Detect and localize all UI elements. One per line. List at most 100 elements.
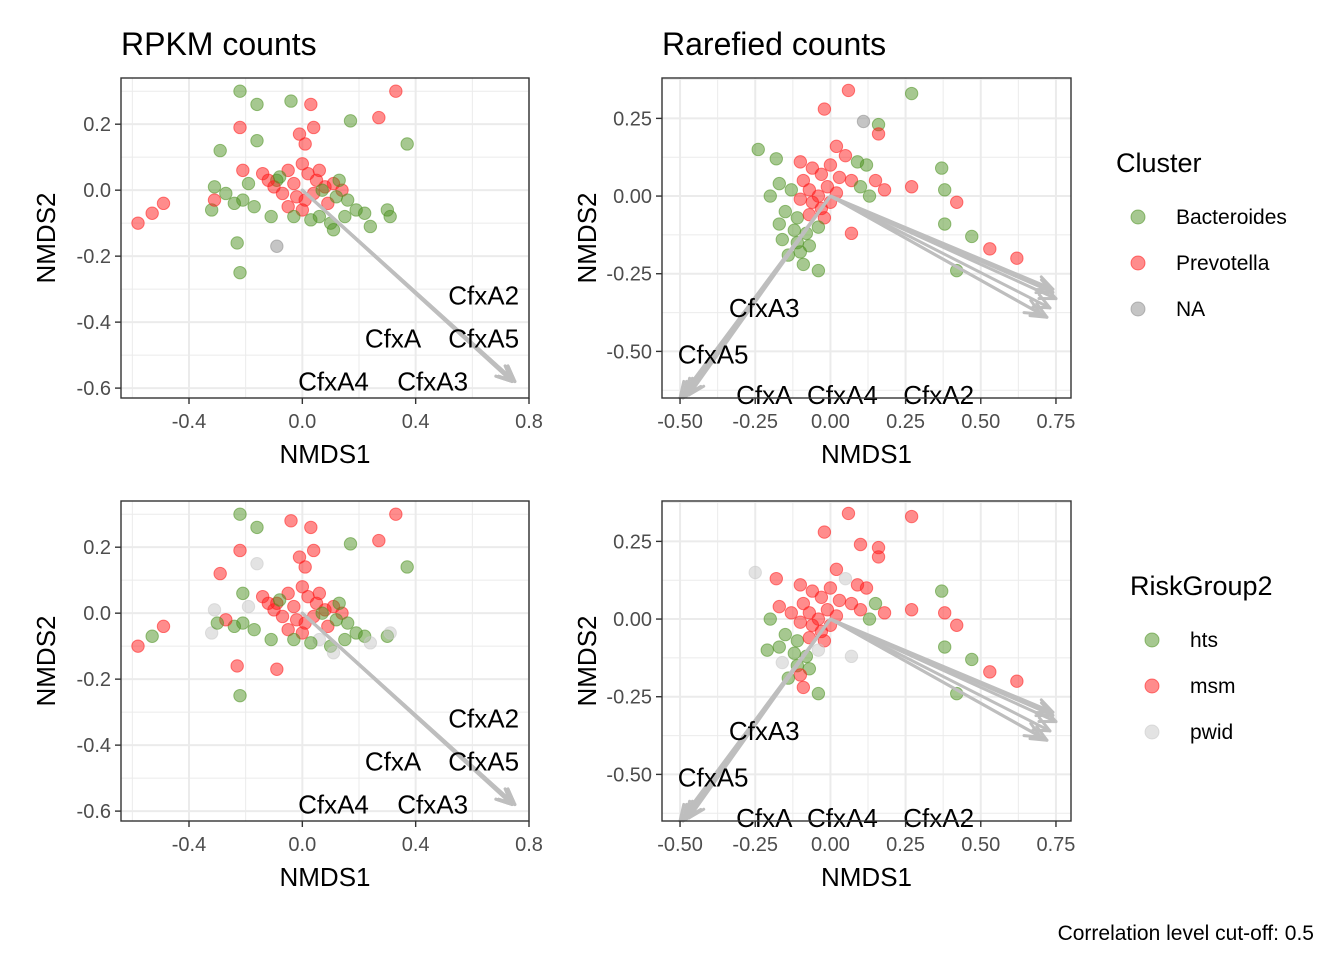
legend-key [1144, 678, 1160, 694]
data-point [306, 543, 321, 558]
data-point [210, 616, 225, 630]
arrow-head [1034, 278, 1055, 295]
y-tick-label: -0.25 [606, 264, 652, 286]
axis-ticks: -0.50 -0.25 0.00 0.25 0.50 0.75 -0.50 -0.25 0.00… [606, 108, 1075, 433]
arrow-head [494, 787, 514, 807]
data-point [775, 655, 789, 670]
data-point [250, 556, 264, 571]
data-point [793, 245, 808, 259]
y-tick-label: -0.50 [606, 764, 652, 786]
arrow-label: CfxA [736, 803, 793, 833]
data-point [811, 220, 826, 234]
data-point [329, 613, 344, 627]
vector-arrow [828, 617, 1043, 739]
axis-ticks: -0.4 0.0 0.4 0.8 -0.6 -0.4 -0.2 0.0 0.2 [77, 537, 543, 856]
legend-label: hts [1190, 629, 1218, 652]
x-axis-title: NMDS1 [821, 439, 912, 469]
data-point [853, 603, 868, 617]
data-point [236, 163, 250, 178]
data-point [338, 209, 352, 224]
x-tick-label: 0.00 [811, 411, 850, 433]
arrow-head [1022, 298, 1043, 316]
x-tick-label: 0.25 [886, 834, 925, 856]
arrow-label: CfxA3 [729, 293, 800, 323]
x-axis-title: NMDS1 [279, 439, 370, 469]
y-tick-label: -0.2 [77, 246, 111, 268]
data-point [207, 193, 222, 207]
data-point [372, 533, 386, 548]
arrow-label: CfxA5 [448, 324, 519, 354]
data-point [796, 680, 811, 695]
data-point [389, 507, 403, 521]
data-point [904, 509, 919, 524]
data-point [270, 662, 284, 676]
data-point [772, 217, 786, 231]
panel-border [120, 500, 530, 822]
x-tick-label: -0.25 [732, 834, 778, 856]
data-point [287, 632, 301, 647]
y-tick-label: 0.2 [83, 537, 111, 559]
y-tick-label: -0.25 [606, 687, 652, 709]
data-point [904, 603, 919, 617]
data-point [838, 571, 853, 586]
legend-key [1144, 632, 1160, 648]
data-point [862, 612, 877, 626]
legend-title: RiskGroup2 [1130, 571, 1273, 601]
data-point [862, 189, 877, 203]
x-axis-title: NMDS1 [279, 862, 370, 892]
data-point [950, 195, 964, 209]
data-point [284, 514, 298, 528]
data-point [796, 596, 811, 611]
data-point [965, 652, 979, 667]
data-point [340, 193, 355, 207]
data-point [343, 114, 358, 128]
legend-key [1130, 301, 1146, 317]
data-point [814, 167, 829, 182]
data-point [145, 206, 159, 220]
x-tick-label: 0.75 [1036, 834, 1075, 856]
data-point [793, 192, 808, 206]
data-point [937, 606, 952, 620]
data-point [213, 143, 227, 158]
y-tick-label: 0.00 [613, 609, 652, 631]
y-tick-label: 0.25 [613, 531, 652, 553]
data-point [363, 636, 378, 650]
data-point [1010, 674, 1024, 688]
data-point [292, 127, 307, 141]
data-point [261, 173, 276, 187]
data-point [383, 626, 397, 640]
data-point [859, 158, 874, 172]
data-point [817, 102, 832, 116]
arrow-head [494, 364, 514, 384]
data-point [383, 209, 397, 224]
data-point [340, 616, 355, 630]
data-point [233, 265, 247, 280]
arrow-label: CfxA4 [807, 803, 878, 833]
arrow-head [1034, 701, 1055, 718]
data-point [315, 606, 329, 620]
data-point [372, 110, 386, 125]
data-point [326, 646, 341, 660]
data-point [241, 599, 256, 614]
data-point [250, 133, 264, 148]
data-point [250, 520, 264, 535]
data-point [281, 622, 295, 637]
data-point [233, 120, 247, 135]
data-point [326, 223, 341, 237]
arrow-label: CfxA5 [448, 747, 519, 777]
data-point [270, 239, 284, 253]
arrow-labels: CfxA2 CfxA5 CfxA CfxA4 CfxA3 [298, 281, 519, 397]
data-point [823, 581, 838, 595]
data-point [230, 236, 244, 250]
x-tick-label: -0.4 [172, 834, 206, 856]
y-tick-label: -0.4 [77, 735, 111, 757]
data-point [315, 183, 329, 197]
data-point [264, 209, 278, 224]
axis-ticks: -0.50 -0.25 0.00 0.25 0.50 0.75 -0.50 -0.25 0.00… [606, 531, 1075, 856]
panel-border [661, 500, 1072, 822]
data-point [236, 586, 250, 601]
points [751, 83, 1024, 278]
data-point [284, 94, 298, 108]
arrow-label: CfxA2 [903, 803, 974, 833]
x-tick-label: 0.25 [886, 411, 925, 433]
